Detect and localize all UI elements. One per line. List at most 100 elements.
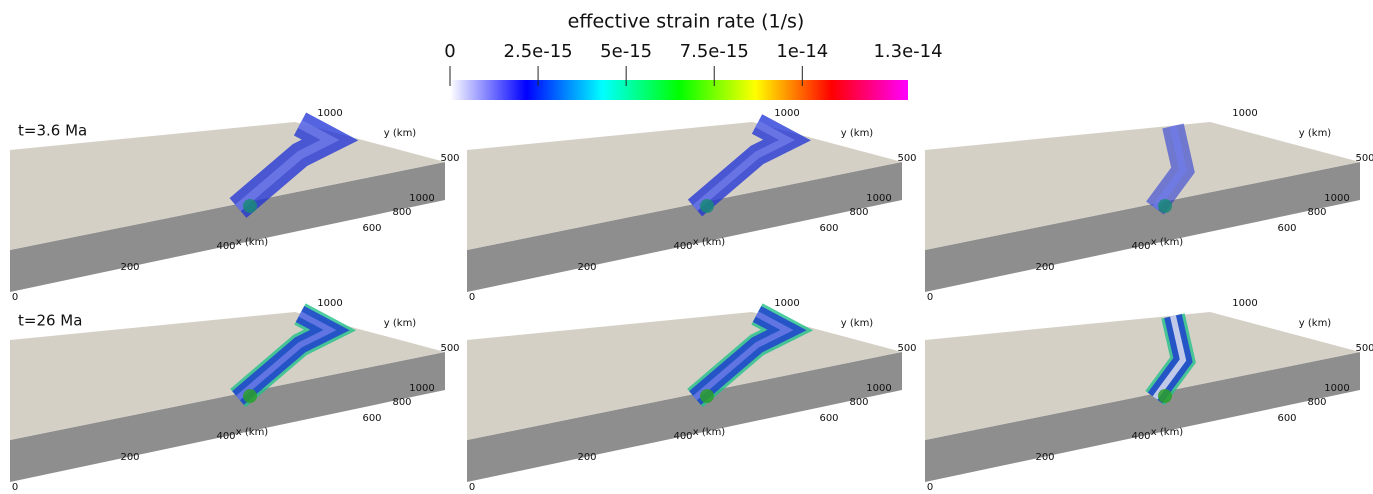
axis-label: 0 [927, 482, 933, 490]
axis-label: x (km) [693, 237, 726, 248]
block-top [925, 312, 1360, 440]
axis-label: y (km) [841, 128, 874, 139]
axis-label: y (km) [384, 318, 417, 329]
axis-label: x (km) [236, 237, 269, 248]
axis-label: 500 [897, 343, 916, 354]
colorbar-tick-label: 7.5e-15 [680, 41, 749, 62]
axis-label: 0 [12, 292, 18, 303]
axis-label: 0 [12, 482, 18, 490]
strain-hotspot [700, 389, 714, 403]
axis-label: 600 [1277, 223, 1296, 234]
axis-label: 400 [216, 431, 235, 442]
axis-label: 400 [1131, 431, 1150, 442]
colorbar-tick-label: 1.3e-14 [873, 41, 942, 62]
axis-label: 400 [1131, 241, 1150, 252]
colorbar-tick-label: 5e-15 [600, 41, 652, 62]
block-front [467, 162, 902, 292]
block-front [10, 162, 445, 292]
axis-label: 600 [362, 413, 381, 424]
axis-label: 200 [577, 452, 596, 463]
axis-label: 1000 [774, 298, 799, 309]
block-top [467, 122, 902, 250]
block-front [10, 352, 445, 482]
axis-label: 600 [362, 223, 381, 234]
block-front [925, 162, 1360, 292]
axis-label: 500 [440, 153, 459, 164]
strain-hotspot [243, 199, 257, 213]
axis-label: 0 [469, 292, 475, 303]
axis-label: 1000 [1324, 193, 1349, 204]
axis-label: 1000 [866, 193, 891, 204]
strain-band-core [235, 120, 340, 212]
strain-band-core [236, 311, 337, 401]
axis-label: 1000 [317, 298, 342, 309]
strain-band-core [1152, 315, 1187, 400]
model-panel: 1000 y (km) 500 1000 800 600 x (km)400 200 0 [467, 108, 917, 303]
axis-label: 500 [1355, 343, 1373, 354]
axis-label: 1000 [866, 383, 891, 394]
axis-label: 0 [927, 292, 933, 303]
colorbar-tick-label: 1e-14 [776, 41, 828, 62]
axis-label: 200 [120, 262, 139, 273]
axis-label: 800 [1307, 397, 1326, 408]
strain-band-core [693, 311, 794, 401]
axis-label: 1000 [774, 108, 799, 119]
axis-label: 800 [849, 207, 868, 218]
axis-label: 800 [392, 207, 411, 218]
axis-label: 800 [392, 397, 411, 408]
axis-label: 600 [1277, 413, 1296, 424]
colorbar-tick-label: 0 [444, 41, 455, 62]
block-top [10, 122, 445, 250]
axis-label: 1000 [1324, 383, 1349, 394]
axis-label: 400 [673, 241, 692, 252]
axis-label: 1000 [409, 383, 434, 394]
strain-band-core [692, 120, 795, 211]
strain-hotspot [243, 389, 257, 403]
model-panel: 1000 y (km) 500 1000 800 600 x (km)400 200 0 [467, 298, 917, 493]
block-top [467, 312, 902, 440]
axis-label: 1000 [1232, 108, 1257, 119]
strain-band-core [1152, 125, 1187, 211]
axis-label: 600 [819, 223, 838, 234]
axis-label: x (km) [1151, 427, 1184, 438]
axis-label: 200 [577, 262, 596, 273]
axis-label: x (km) [1151, 237, 1184, 248]
axis-label: y (km) [1299, 128, 1332, 139]
axis-label: 400 [216, 241, 235, 252]
axis-label: 1000 [1232, 298, 1257, 309]
axis-label: x (km) [693, 427, 726, 438]
strain-hotspot [1158, 199, 1172, 213]
block-front [925, 352, 1360, 482]
axis-label: 200 [1035, 262, 1054, 273]
axis-label: y (km) [1299, 318, 1332, 329]
strain-hotspot [1158, 389, 1172, 403]
model-panel: 1000 y (km) 500 1000 800 600 x (km)400 200 0 [925, 108, 1373, 303]
model-panel: 1000 y (km) 500 1000 800 600 x (km)400 200 0 [925, 298, 1373, 493]
block-top [925, 122, 1360, 250]
row-label: t=26 Ma [18, 312, 82, 330]
model-panel: 1000 y (km) 500 1000 800 600 x (km)400 200 0 [10, 108, 460, 303]
axis-label: 800 [1307, 207, 1326, 218]
axis-label: 200 [120, 452, 139, 463]
colorbar [450, 80, 908, 100]
colorbar-tick-label: 2.5e-15 [504, 41, 573, 62]
block-front [467, 352, 902, 482]
axis-label: y (km) [841, 318, 874, 329]
axis-label: 0 [469, 482, 475, 490]
model-panel: 1000 y (km) 500 1000 800 600 x (km)400 200 0 [10, 298, 460, 493]
axis-label: 500 [897, 153, 916, 164]
axis-label: 1000 [317, 108, 342, 119]
row-label: t=3.6 Ma [18, 122, 87, 140]
colorbar-title: effective strain rate (1/s) [568, 11, 805, 33]
axis-label: 400 [673, 431, 692, 442]
axis-label: 800 [849, 397, 868, 408]
axis-label: 1000 [409, 193, 434, 204]
axis-label: 200 [1035, 452, 1054, 463]
axis-label: y (km) [384, 128, 417, 139]
axis-label: x (km) [236, 427, 269, 438]
axis-label: 600 [819, 413, 838, 424]
axis-label: 500 [440, 343, 459, 354]
block-top [10, 312, 445, 440]
axis-label: 500 [1355, 153, 1373, 164]
